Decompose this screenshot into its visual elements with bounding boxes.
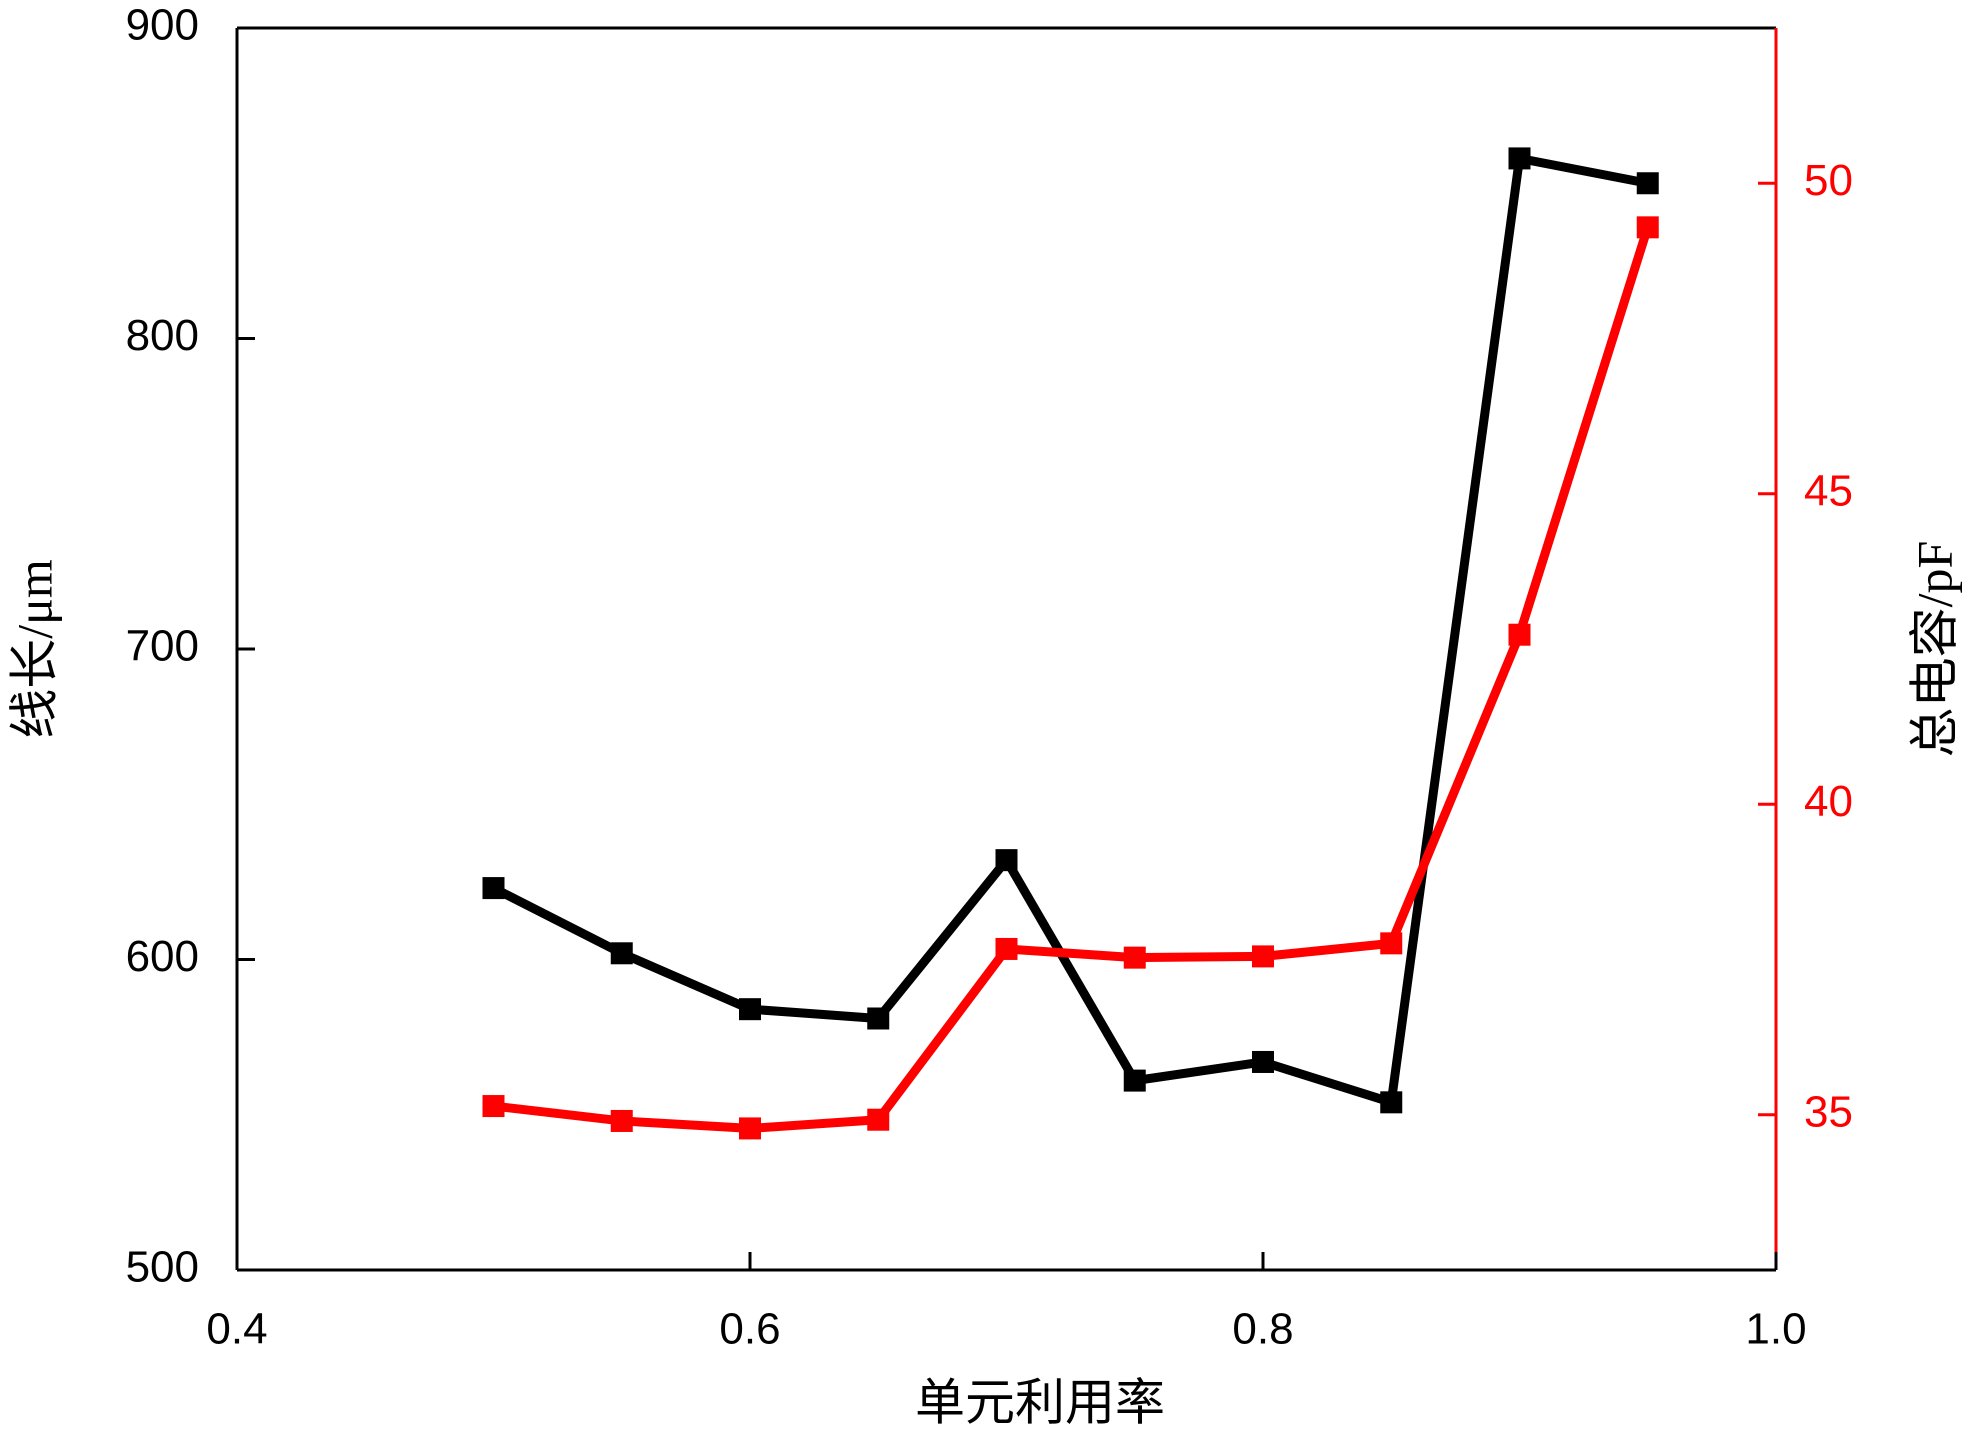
series-marker <box>1252 1050 1274 1073</box>
y2-tick-label: 40 <box>1804 777 1853 826</box>
y2-axis-label: 总电容/pF <box>1906 541 1962 758</box>
series-marker <box>1636 216 1659 239</box>
series-marker <box>610 1109 633 1132</box>
series-marker <box>1636 172 1659 195</box>
y-axis-label: 线长/μm <box>6 559 62 739</box>
series-marker <box>1508 623 1531 646</box>
series-marker <box>482 1095 505 1118</box>
y-tick-label: 700 <box>126 622 199 671</box>
x-tick-label: 0.8 <box>1232 1305 1293 1354</box>
y2-tick-label: 45 <box>1804 466 1853 515</box>
x-tick-label: 0.4 <box>206 1305 267 1354</box>
y2-tick-label: 35 <box>1804 1087 1853 1136</box>
series-marker <box>995 849 1018 872</box>
series-marker <box>739 998 761 1021</box>
series-marker <box>1380 1091 1403 1114</box>
y-tick-label: 800 <box>126 311 199 360</box>
x-tick-label: 1.0 <box>1745 1305 1806 1354</box>
y-tick-label: 500 <box>126 1243 199 1292</box>
y2-tick-label: 50 <box>1804 156 1853 205</box>
series-marker <box>1123 946 1146 969</box>
y-tick-label: 900 <box>126 1 199 50</box>
series-line <box>492 225 1653 1133</box>
series-marker <box>867 1007 890 1030</box>
series-marker <box>1252 945 1274 968</box>
series-marker <box>995 937 1018 960</box>
series-marker <box>482 877 505 900</box>
series-marker <box>739 1117 761 1140</box>
series-marker <box>867 1108 890 1131</box>
series-marker <box>1508 147 1531 170</box>
series-marker <box>610 942 633 965</box>
series-marker <box>1380 932 1403 955</box>
series-marker <box>1123 1069 1146 1092</box>
x-tick-label: 0.6 <box>719 1305 780 1354</box>
x-axis-label: 单元利用率 <box>915 1374 1165 1430</box>
y-tick-label: 600 <box>126 932 199 981</box>
series-line <box>491 153 1649 1107</box>
